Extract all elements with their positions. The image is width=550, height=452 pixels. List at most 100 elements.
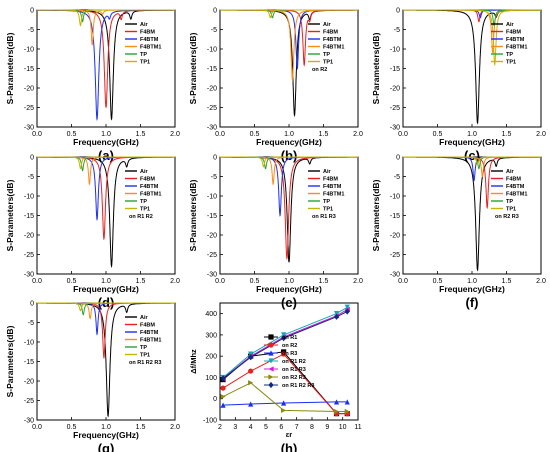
x-tick-label: 0.0 (32, 278, 42, 285)
x-tick-label: 1.5 (136, 131, 146, 138)
data-point (344, 408, 350, 415)
x-axis-title: Frequency(GHz) (439, 284, 505, 294)
legend-label-air: Air (140, 22, 149, 28)
legend-label-tp1: TP1 (140, 207, 150, 213)
data-point (248, 368, 254, 374)
legend-label-air: Air (140, 315, 149, 321)
x-axis-title: εr (286, 430, 293, 439)
y-tick-label: -10 (24, 340, 34, 347)
y-tick-label: 0 (30, 301, 34, 308)
y-tick-label: 0 (213, 155, 217, 162)
y-tick-label: -5 (394, 27, 400, 34)
y-tick-label: -25 (24, 398, 34, 405)
y-tick-label: -15 (24, 213, 34, 220)
legend-label-air: Air (323, 169, 332, 175)
data-point (268, 366, 274, 372)
y-tick-label: -100 (203, 418, 217, 425)
legend-label-f4btm1: F4BTM1 (140, 338, 161, 344)
data-point (281, 351, 287, 357)
data-point (344, 399, 350, 405)
x-tick-label: 2.0 (170, 278, 180, 285)
y-tick-label: -5 (211, 27, 217, 34)
y-tick-label: -5 (394, 174, 400, 181)
panel-e: 0.0 0.5 1.0 1.5 2.0 0 -5 -10 -15 -20 -25 -30 Air F4BM… (188, 155, 363, 311)
series-line-f4btm (403, 9, 541, 19)
legend-note: on R1 R3 (312, 214, 336, 220)
legend-label: on R1 R3 (282, 367, 306, 373)
x-tick-label: 2.0 (170, 131, 180, 138)
y-tick-label: -25 (24, 105, 34, 112)
legend-label: on R1 R2 (282, 359, 306, 365)
legend-label-f4btm1: F4BTM1 (506, 192, 527, 198)
panel-label: (g) (98, 441, 115, 452)
y-tick-label: -20 (207, 233, 217, 240)
x-tick-label: 1.0 (467, 131, 477, 138)
x-tick-label: 1.0 (101, 278, 111, 285)
y-tick-label: 0 (30, 155, 34, 162)
panel-h: 2 3 4 5 6 7 8 9 10 11 400 300 200 100 0 -100 on R1 on R2 o… (189, 302, 362, 452)
x-tick-label: 2.0 (353, 278, 363, 285)
x-tick-label: 0.5 (433, 278, 443, 285)
series-line-f4bm (220, 156, 358, 260)
panel-label: (a) (98, 148, 114, 163)
y-tick-label: -10 (24, 47, 34, 54)
y-tick-label: -30 (24, 272, 34, 279)
x-tick-label: 0.0 (398, 278, 408, 285)
legend-label-tp1: TP1 (140, 60, 150, 66)
series-line-f4bm (403, 9, 541, 23)
x-tick-label: 9 (325, 424, 329, 431)
legend-label-tp: TP (506, 199, 513, 205)
y-tick-label: -20 (24, 233, 34, 240)
legend-label-f4bm: F4BM (140, 30, 155, 36)
series-on-r2-r3 (220, 380, 350, 415)
y-tick-label: -15 (390, 213, 400, 220)
y-tick-label: 0 (30, 8, 34, 15)
x-tick-label: 2.0 (536, 131, 546, 138)
x-tick-label: 2.0 (536, 278, 546, 285)
y-tick-label: 100 (205, 375, 217, 382)
legend-label-f4bm: F4BM (140, 323, 155, 329)
y-tick-label: -30 (390, 125, 400, 132)
y-tick-label: -10 (207, 47, 217, 54)
y-tick-label: -25 (390, 105, 400, 112)
y-axis-title: S-Parameters(dB) (371, 32, 381, 104)
y-tick-label: -25 (207, 105, 217, 112)
legend-label-f4bm: F4BM (506, 30, 521, 36)
x-tick-label: 1.5 (136, 424, 146, 431)
legend-note: on R2 R3 (495, 214, 519, 220)
data-point (220, 385, 226, 391)
x-tick-label: 2.0 (353, 131, 363, 138)
series-line-tp1 (403, 156, 541, 166)
data-point (248, 401, 254, 407)
x-tick-label: 1.0 (284, 278, 294, 285)
legend-label-f4btm1: F4BTM1 (506, 45, 527, 51)
series-on-r3 (220, 399, 350, 408)
legend-label-tp1: TP1 (506, 207, 516, 213)
legend-label-tp1: TP1 (140, 353, 150, 359)
x-tick-label: 3 (233, 424, 237, 431)
x-tick-label: 4 (249, 424, 253, 431)
data-point (281, 332, 287, 338)
legend-label-air: Air (140, 169, 149, 175)
data-point (333, 399, 340, 405)
legend-label-tp1: TP1 (323, 207, 333, 213)
y-tick-label: 400 (205, 311, 217, 318)
legend-label: on R3 (282, 351, 297, 357)
x-tick-label: 0.5 (250, 131, 260, 138)
y-tick-label: -10 (24, 194, 34, 201)
data-point (220, 402, 226, 408)
series-line-tp1 (220, 9, 358, 19)
y-tick-label: 0 (396, 155, 400, 162)
series-line-tp1 (37, 302, 175, 312)
data-point (268, 374, 274, 380)
x-tick-label: 6 (279, 424, 283, 431)
y-tick-label: 200 (205, 354, 217, 361)
data-point (268, 350, 274, 356)
series-on-r1-r2 (220, 304, 350, 381)
panel-f: 0.0 0.5 1.0 1.5 2.0 0 -5 -10 -15 -20 -25 -30 Air F4BM… (371, 155, 546, 311)
y-tick-label: -20 (207, 86, 217, 93)
data-point (333, 408, 340, 415)
data-point (248, 354, 254, 361)
legend-note: on R1 R2 R3 (129, 360, 161, 366)
x-tick-label: 1.0 (101, 131, 111, 138)
